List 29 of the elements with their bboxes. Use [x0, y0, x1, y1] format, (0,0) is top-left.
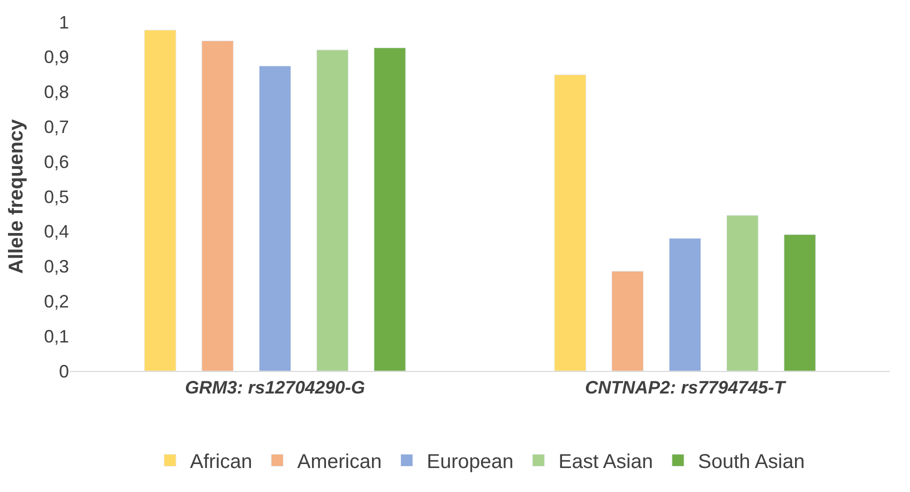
y-tick-label: 0,4	[44, 222, 69, 242]
y-tick-label: 0,1	[44, 326, 69, 346]
bar	[554, 74, 586, 371]
bar	[258, 66, 292, 371]
x-tick-label: CNTNAP2: rs7794745-T	[584, 378, 788, 398]
y-axis-title: Allele frequency	[5, 118, 28, 274]
x-tick-label: GRM3: rs12704290-G	[184, 378, 366, 398]
legend-label: European	[426, 451, 514, 474]
y-tick-label: 0,7	[44, 117, 69, 137]
legend-label: South Asian	[698, 451, 805, 474]
bar	[668, 238, 702, 371]
y-tick-label: 0,2	[44, 292, 69, 312]
bar	[202, 40, 234, 371]
bar	[612, 270, 644, 371]
y-tick-label: 0,8	[44, 82, 69, 102]
y-tick-label: 0,9	[44, 47, 69, 68]
y-tick-label: 0,5	[44, 186, 69, 207]
y-tick-label: 0,6	[44, 152, 69, 172]
bar	[316, 50, 348, 371]
legend-label: African	[190, 451, 252, 474]
legend-label: East Asian	[558, 451, 653, 474]
bar	[726, 215, 758, 371]
y-tick-label: 1	[58, 12, 69, 32]
legend-label: American	[297, 451, 382, 474]
bar	[374, 48, 406, 371]
y-tick-label: 0	[58, 361, 69, 382]
bar	[784, 234, 816, 371]
bar	[144, 30, 176, 371]
y-tick-label: 0,3	[44, 256, 69, 277]
